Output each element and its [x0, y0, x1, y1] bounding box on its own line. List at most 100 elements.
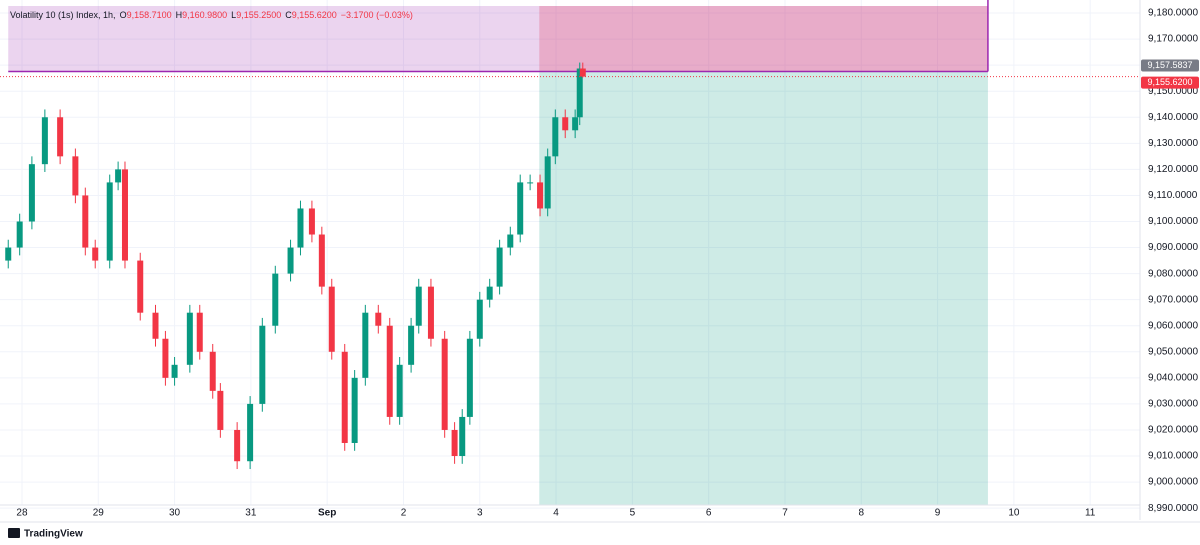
y-tick-label: 9,030.0000	[1148, 399, 1198, 410]
x-tick-label: 29	[93, 508, 105, 519]
ohlc-key: C	[285, 10, 292, 20]
candle-body	[486, 286, 493, 300]
y-tick-label: 9,150.0000	[1148, 86, 1198, 97]
candle-body	[28, 164, 35, 222]
candle-body	[72, 156, 79, 196]
candle-body	[415, 286, 422, 326]
price-label-box	[1141, 76, 1199, 89]
legend-header: Volatility 10 (1s) Index, 1h, O9,158.7100…	[10, 10, 413, 20]
candle-body	[106, 182, 113, 261]
candle-body	[544, 156, 551, 209]
y-tick-label: 9,000.0000	[1148, 477, 1198, 488]
ohlc-value: 9,160.9800	[182, 10, 227, 20]
candle-body	[57, 117, 64, 157]
candle-body	[496, 247, 503, 287]
candle-body	[82, 195, 89, 248]
candle-body	[308, 208, 315, 235]
x-tick-label: 11	[1085, 508, 1096, 519]
candle-body	[297, 208, 304, 248]
x-tick-label: 4	[553, 508, 559, 519]
candle-body	[579, 68, 586, 77]
ohlc-value: 9,158.7100	[127, 10, 172, 20]
candle-body	[562, 117, 569, 131]
y-tick-label: 9,130.0000	[1148, 138, 1198, 149]
ohlc-value: 9,155.2500	[236, 10, 281, 20]
candle-body	[341, 351, 348, 443]
change: −3.1700 (−0.03%)	[341, 10, 413, 20]
candle-body	[427, 286, 434, 339]
candle-body	[408, 325, 415, 365]
y-tick-label: 9,040.0000	[1148, 372, 1198, 383]
x-tick-label: 31	[245, 508, 257, 519]
candle-body	[328, 286, 335, 352]
y-tick-label: 9,170.0000	[1148, 34, 1198, 45]
y-tick-label: 9,070.0000	[1148, 294, 1198, 305]
candle-body	[507, 234, 514, 248]
candle-body	[318, 234, 325, 287]
candle-body	[459, 416, 466, 457]
zone-band	[8, 6, 988, 72]
candle-body	[351, 377, 358, 443]
candle-body	[41, 117, 48, 165]
candle-body	[115, 169, 122, 183]
candle-body	[234, 429, 241, 462]
candle-body	[16, 221, 23, 248]
stop-zone	[539, 6, 988, 72]
y-tick-label: 9,140.0000	[1148, 112, 1198, 123]
candle-body	[386, 325, 393, 417]
y-tick-label: 9,110.0000	[1148, 190, 1198, 201]
y-tick-label: 9,180.0000	[1148, 8, 1198, 19]
y-tick-label: 9,080.0000	[1148, 268, 1198, 279]
x-tick-label: 2	[401, 508, 407, 519]
candle-body	[517, 182, 524, 235]
candle-body	[209, 351, 216, 391]
candle-body	[92, 247, 99, 261]
candle-body	[537, 182, 544, 209]
candle-body	[137, 260, 144, 313]
x-tick-label: 9	[935, 508, 941, 519]
x-tick-label: 5	[630, 508, 636, 519]
candle-body	[396, 364, 403, 417]
y-tick-label: 9,060.0000	[1148, 320, 1198, 331]
legend-text: Volatility 10 (1s) Index, 1h, O9,158.7100…	[10, 10, 413, 20]
x-tick-label: 8	[858, 508, 864, 519]
x-tick-label: 28	[16, 508, 28, 519]
candle-body	[162, 338, 169, 378]
ohlc-key: L	[231, 10, 236, 20]
candle-body	[527, 182, 534, 184]
price-label-box	[1141, 59, 1199, 72]
candle-body	[441, 338, 448, 430]
ohlc-key: O	[120, 10, 127, 20]
candle-body	[451, 429, 458, 457]
candle-body	[5, 247, 12, 261]
x-tick-label: 30	[169, 508, 181, 519]
target-zone	[539, 71, 988, 505]
watermark: TradingView	[8, 528, 83, 540]
candle-body	[272, 273, 279, 326]
y-tick-label: 9,050.0000	[1148, 346, 1198, 357]
x-tick-label: 7	[782, 508, 788, 519]
y-tick-label: 9,120.0000	[1148, 164, 1198, 175]
ohlc-key: H	[176, 10, 183, 20]
candle-body	[476, 299, 483, 339]
candle-body	[171, 364, 178, 378]
candle-body	[247, 403, 254, 462]
x-tick-label: Sep	[318, 508, 336, 519]
y-tick-label: 9,100.0000	[1148, 216, 1198, 227]
price-label: 9,155.6200	[1147, 77, 1192, 87]
candle-body	[466, 338, 473, 417]
candle-body	[375, 312, 382, 326]
candle-body	[186, 312, 193, 365]
x-tick-label: 6	[706, 508, 712, 519]
candle-body	[121, 169, 128, 261]
logo-icon	[8, 528, 20, 538]
candle-body	[362, 312, 369, 378]
candle-body	[259, 325, 266, 404]
symbol: Volatility 10 (1s) Index, 1h,	[10, 10, 116, 20]
candle-body	[217, 390, 224, 430]
candle-body	[152, 312, 159, 339]
ohlc-value: 9,155.6200	[292, 10, 337, 20]
logo-text: TradingView	[24, 529, 83, 540]
y-tick-label: 9,090.0000	[1148, 242, 1198, 253]
